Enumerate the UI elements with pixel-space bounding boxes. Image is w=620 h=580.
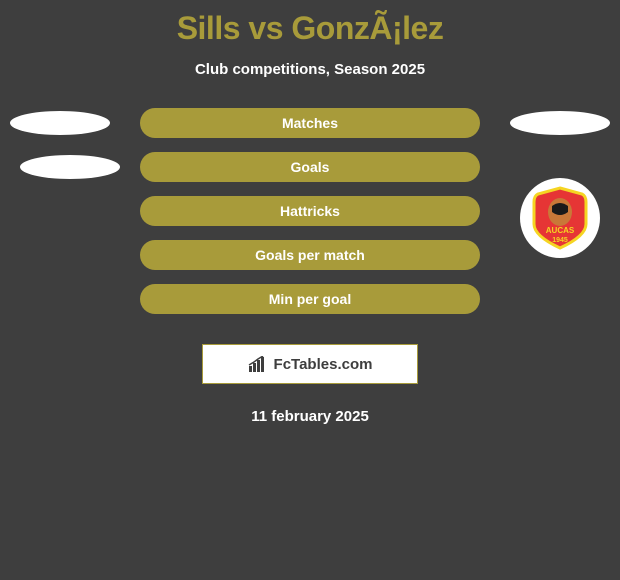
player1-value-placeholder bbox=[10, 111, 110, 135]
vs-text: vs bbox=[248, 10, 283, 46]
stat-label: Min per goal bbox=[269, 291, 351, 307]
player1-name: Sills bbox=[177, 10, 240, 46]
brand-badge[interactable]: FcTables.com bbox=[202, 344, 418, 384]
stat-row-minpergoal: Min per goal bbox=[0, 284, 620, 314]
stat-label: Hattricks bbox=[280, 203, 340, 219]
subtitle: Club competitions, Season 2025 bbox=[0, 61, 620, 78]
stat-bar: Goals per match bbox=[140, 240, 480, 270]
stat-row-goalspermatch: Goals per match bbox=[0, 240, 620, 270]
brand-text: FcTables.com bbox=[274, 356, 373, 373]
stat-bar: Min per goal bbox=[140, 284, 480, 314]
svg-text:1945: 1945 bbox=[552, 237, 568, 244]
stat-bar: Hattricks bbox=[140, 196, 480, 226]
svg-text:AUCAS: AUCAS bbox=[546, 226, 575, 235]
stat-label: Matches bbox=[282, 115, 338, 131]
stat-label: Goals per match bbox=[255, 247, 365, 263]
chart-icon bbox=[248, 356, 268, 372]
footer-date: 11 february 2025 bbox=[0, 408, 620, 425]
stat-label: Goals bbox=[291, 159, 330, 175]
player2-value-placeholder bbox=[510, 111, 610, 135]
stat-row-matches: Matches bbox=[0, 108, 620, 138]
stat-row-goals: Goals bbox=[0, 152, 620, 182]
team-badge: AUCAS 1945 bbox=[520, 178, 600, 258]
page-title: Sills vs GonzÃ¡lez bbox=[0, 0, 620, 47]
stat-bar: Matches bbox=[140, 108, 480, 138]
player2-name: GonzÃ¡lez bbox=[291, 10, 443, 46]
aucas-shield-icon: AUCAS 1945 bbox=[532, 186, 588, 250]
player1-value-placeholder bbox=[20, 155, 120, 179]
stat-bar: Goals bbox=[140, 152, 480, 182]
